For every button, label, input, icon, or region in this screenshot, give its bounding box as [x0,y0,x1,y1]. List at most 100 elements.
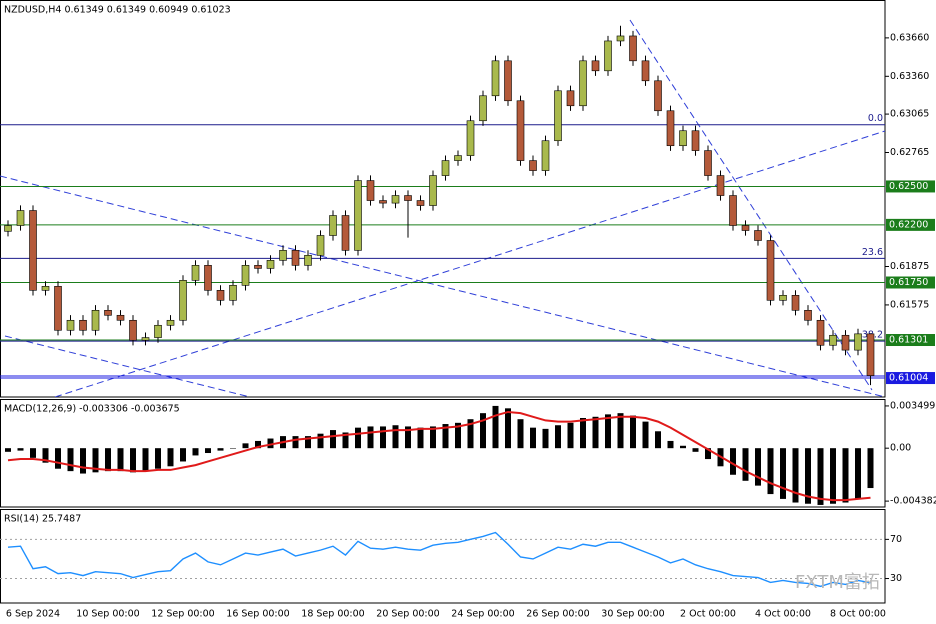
panel-title: MACD(12,26,9) -0.003306 -0.003675 [4,404,180,415]
candle-body [791,295,800,311]
y-tick-label: 0.61875 [890,261,929,272]
macd-bar [517,419,524,449]
macd-bar [605,414,611,449]
macd-bar [142,448,149,472]
x-tick-label: 4 Oct 00:00 [755,609,811,620]
macd-bar [355,427,361,449]
macd-bar [542,428,549,449]
x-tick-label: 24 Sep 00:00 [451,609,514,620]
candle-body [816,319,825,346]
macd-bar [755,448,761,486]
candle-body [129,319,137,341]
price-label-bg [886,218,935,231]
candle-body [254,265,262,269]
fib-label: 0.0 [868,113,883,124]
candle-body [829,334,837,346]
candle-body [116,314,125,321]
macd-bar [842,448,849,503]
trend-line [629,19,873,391]
candle-body [466,120,475,156]
candle-body [704,150,712,176]
macd-bar [205,448,211,454]
x-tick-label: 8 Oct 00:00 [830,609,886,620]
macd-bar [730,448,736,475]
macd-bar [317,433,324,449]
macd-bar [867,448,874,489]
candle-body [379,200,387,204]
macd-bar [30,448,36,458]
candle-body [91,309,100,331]
macd-bar [667,440,674,449]
macd-bar [855,448,861,499]
candle-body [741,225,750,231]
candle-body [179,280,187,321]
y-tick-label: 0.63065 [890,109,929,120]
candle-body [29,210,37,291]
macd-bar [242,443,249,449]
macd-bar [155,448,161,469]
macd-bar [255,440,261,449]
candle-body [329,215,337,236]
panel-title: NZDUSD,H4 0.61349 0.61349 0.60949 0.6102… [4,5,231,16]
macd-bar [267,438,274,449]
macd-bar [555,425,561,449]
candle-body [766,240,775,301]
candle-body [504,60,512,102]
macd-bar [780,448,786,499]
macd-bar [117,448,124,472]
y-tick-label: 30 [890,573,902,584]
macd-bar [217,448,224,451]
candle-body [604,40,612,72]
macd-bar [292,436,299,449]
trend-line [54,130,885,397]
candle-body [429,175,437,206]
macd-bar [455,422,461,449]
macd-bar [67,448,74,472]
candle-body [216,290,225,301]
macd-bar [830,448,836,504]
macd-panel [0,399,886,508]
macd-bar [617,413,624,449]
candle-body [516,100,525,161]
macd-bar [492,405,499,449]
macd-bar [580,417,586,449]
candle-body [16,210,25,226]
macd-bar [792,448,799,503]
price-label-bg [886,372,935,385]
rsi-panel [0,509,886,604]
trend-line [0,175,885,397]
candle-body [266,260,275,269]
candle-body [716,175,725,196]
macd-bar [705,448,711,460]
candle-body [479,95,487,122]
macd-bar [567,422,574,449]
x-tick-label: 6 Sep 2024 [6,609,60,620]
macd-bar [230,448,236,449]
price-label: 0.62200 [889,219,928,230]
macd-bar [680,445,686,449]
watermark: FXTM富拓 [795,572,880,593]
candle-body [779,295,787,301]
macd-bar [405,426,411,449]
candle-body [854,333,862,351]
macd-bar [330,430,336,449]
signal-line [7,410,871,502]
candle-body [416,200,425,206]
candle-body [541,140,550,171]
candle-body [679,130,687,147]
candle-body [579,60,587,107]
y-tick-label: 0.61575 [890,299,929,310]
candle-body [229,285,237,301]
chart-layer: NZDUSD,H4 0.61349 0.61349 0.60949 0.6102… [0,5,936,620]
y-tick-label: 0.63660 [890,32,929,43]
y-tick-label: 70 [890,534,902,545]
candle-body [666,110,675,147]
candle-body [591,60,600,72]
candle-body [554,90,562,142]
macd-bar [505,408,511,449]
candle-body [79,319,87,331]
candle-body [441,160,450,176]
macd-bar [130,448,136,473]
macd-bar [5,448,11,452]
macd-bar [80,448,86,474]
